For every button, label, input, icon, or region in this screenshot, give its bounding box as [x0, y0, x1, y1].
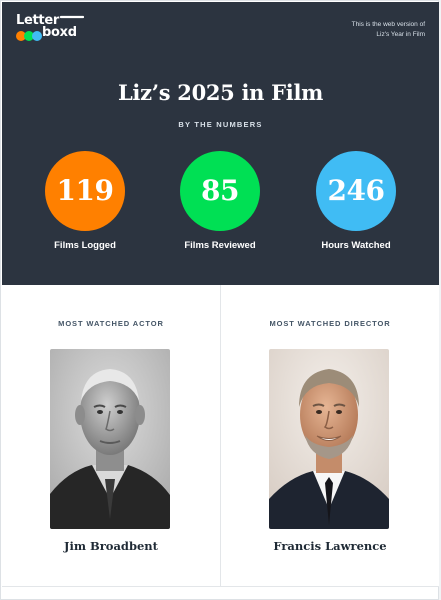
actor-photo[interactable]: [50, 349, 170, 529]
stat-label: Films Reviewed: [184, 240, 256, 251]
logo-wordmark-bottom: boxd: [42, 25, 77, 40]
logo-dot-green: [24, 31, 34, 41]
logo-wordmark-top: Letter: [16, 13, 59, 28]
stat-label: Films Logged: [54, 240, 116, 251]
most-watched-actor-panel: MOST WATCHED ACTOR: [2, 285, 220, 586]
stat-value: 246: [327, 174, 385, 207]
web-version-link[interactable]: This is the web version of Liz's Year in…: [265, 20, 425, 40]
stat-circle: 85: [180, 151, 260, 231]
actor-portrait-image: [50, 349, 170, 529]
page-title: Liz’s 2025 in Film: [117, 80, 324, 105]
logo-underline-icon: [60, 15, 84, 19]
actor-name[interactable]: Jim Broadbent: [64, 539, 158, 553]
stat-label: Hours Watched: [321, 240, 391, 251]
stat-hours-watched: 246 Hours Watched: [296, 151, 416, 261]
stat-circle: 246: [316, 151, 396, 231]
year-in-film-header: Letter boxd This is the web version of L…: [2, 2, 439, 285]
director-portrait-image: [269, 349, 389, 529]
letterboxd-logo[interactable]: Letter boxd: [16, 13, 86, 45]
web-version-line-2: Liz's Year in Film: [376, 31, 425, 38]
logo-dot-blue: [32, 31, 42, 41]
director-heading: MOST WATCHED DIRECTOR: [269, 319, 391, 328]
stat-value: 119: [56, 174, 114, 207]
bottom-divider: [2, 586, 439, 587]
stat-films-logged: 119 Films Logged: [25, 151, 145, 261]
actor-heading: MOST WATCHED ACTOR: [58, 319, 164, 328]
stat-films-reviewed: 85 Films Reviewed: [160, 151, 280, 261]
logo-dot-orange: [16, 31, 26, 41]
panel-divider: [220, 285, 221, 586]
web-version-line-1: This is the web version of: [351, 21, 425, 28]
stat-circle: 119: [45, 151, 125, 231]
director-name[interactable]: Francis Lawrence: [273, 539, 387, 553]
most-watched-director-panel: MOST WATCHED DIRECTOR: [221, 285, 439, 586]
section-subtitle: BY THE NUMBERS: [178, 120, 263, 129]
stat-value: 85: [201, 174, 239, 207]
director-photo[interactable]: [269, 349, 389, 529]
logo-dots-icon: [16, 31, 46, 42]
